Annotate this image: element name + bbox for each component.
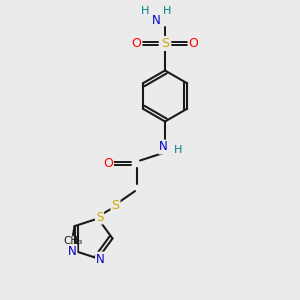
- Text: CH₃: CH₃: [63, 236, 82, 246]
- Text: H: H: [141, 6, 150, 16]
- Text: O: O: [189, 37, 198, 50]
- Text: O: O: [132, 37, 141, 50]
- Text: S: S: [161, 37, 169, 50]
- Text: O: O: [103, 157, 113, 170]
- Text: N: N: [159, 140, 168, 154]
- Text: N: N: [96, 253, 105, 266]
- Text: N: N: [152, 14, 160, 28]
- Text: H: H: [163, 6, 172, 16]
- Text: H: H: [174, 145, 183, 155]
- Text: S: S: [112, 199, 119, 212]
- Text: S: S: [96, 211, 103, 224]
- Text: N: N: [68, 245, 76, 258]
